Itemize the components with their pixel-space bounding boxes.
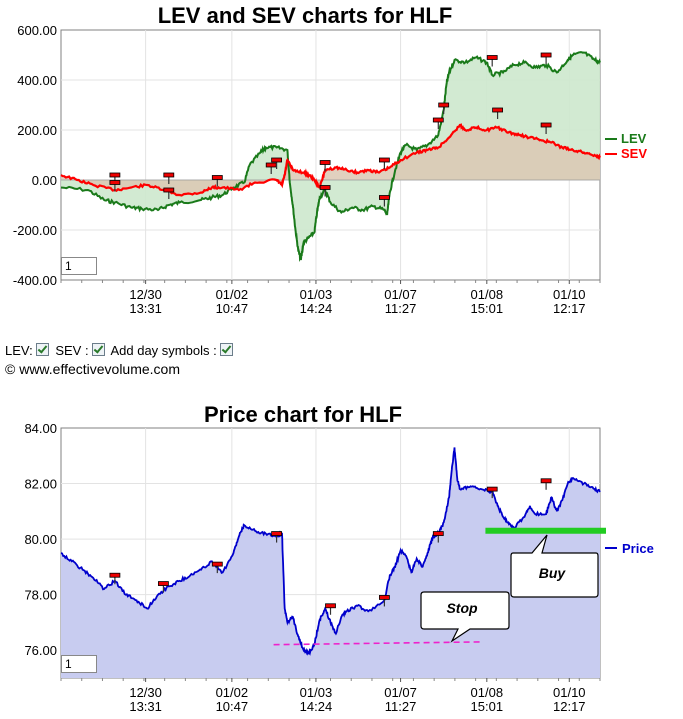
x-tick-time: 14:24 xyxy=(300,699,333,714)
y-tick-label: 82.00 xyxy=(24,477,57,492)
day-marker xyxy=(158,581,169,586)
day-symbols-checkbox[interactable] xyxy=(219,343,233,356)
lev-sev-day-markers xyxy=(109,52,552,207)
x-tick-time: 14:24 xyxy=(300,301,333,316)
price-y-ticks: 84.00 82.00 80.00 78.00 76.00 xyxy=(24,421,57,658)
day-marker xyxy=(211,561,223,567)
x-tick-time: 10:47 xyxy=(216,301,249,316)
x-tick-time: 12:17 xyxy=(553,301,586,316)
x-tick-date: 01/03 xyxy=(300,685,333,700)
day-marker xyxy=(486,55,498,60)
x-tick-date: 01/10 xyxy=(553,287,586,302)
x-tick-date: 01/08 xyxy=(471,685,504,700)
y-tick-label: -200.00 xyxy=(13,223,57,238)
stop-level-line xyxy=(273,641,482,646)
x-tick-time: 13:31 xyxy=(129,699,162,714)
y-tick-label: 0.00 xyxy=(32,173,57,188)
y-tick-label: 400.00 xyxy=(17,73,57,88)
day-marker xyxy=(486,486,498,492)
x-tick-date: 01/08 xyxy=(471,287,504,302)
day-marker xyxy=(378,595,390,600)
x-tick-date: 01/03 xyxy=(300,287,333,302)
x-tick-time: 11:27 xyxy=(385,301,417,316)
day-marker xyxy=(109,572,121,578)
day-marker xyxy=(540,52,552,58)
day-marker xyxy=(325,603,336,609)
day-marker xyxy=(109,180,121,185)
legend-label-price: Price xyxy=(622,541,654,556)
x-tick-date: 01/02 xyxy=(216,685,249,700)
lev-sev-y-ticks: 600.00 400.00 200.00 0.00 -200.00 -400.00 xyxy=(13,23,57,288)
stop-callout-text: Stop xyxy=(446,600,478,616)
day-marker xyxy=(319,185,331,190)
price-day-markers xyxy=(109,478,552,615)
day-marker xyxy=(163,172,175,178)
x-tick-time: 11:27 xyxy=(385,699,417,714)
price-legend: Price xyxy=(605,541,654,556)
x-tick-time: 13:31 xyxy=(129,301,162,316)
stop-callout xyxy=(420,591,510,643)
lev-area-fill xyxy=(61,52,600,260)
day-marker xyxy=(540,478,552,484)
y-tick-label: 84.00 xyxy=(24,421,57,436)
x-tick-date: 01/07 xyxy=(384,685,417,700)
price-series-line xyxy=(60,447,601,657)
x-tick-date: 12/30 xyxy=(129,287,162,302)
lev-toggle-label: LEV: xyxy=(5,343,33,358)
y-tick-label: -400.00 xyxy=(13,273,57,288)
day-marker xyxy=(378,157,390,163)
x-tick-time: 15:01 xyxy=(471,301,504,316)
x-tick-time: 10:47 xyxy=(216,699,249,714)
day-marker xyxy=(432,117,444,123)
x-tick-date: 12/30 xyxy=(129,685,162,700)
day-marker xyxy=(271,157,283,163)
price-annotations: Buy Stop xyxy=(273,527,606,646)
lev-sev-lines xyxy=(60,51,602,262)
lev-series-line xyxy=(60,51,601,262)
sev-series-line xyxy=(60,123,602,197)
day-symbols-label: Add day symbols : xyxy=(110,343,217,358)
price-lines xyxy=(60,447,601,657)
day-marker xyxy=(432,531,444,536)
buy-callout xyxy=(510,534,599,598)
price-chart-title: Price chart for HLF xyxy=(204,402,402,427)
x-tick-date: 01/07 xyxy=(384,287,417,302)
y-tick-label: 600.00 xyxy=(17,23,57,38)
day-marker xyxy=(319,160,331,165)
legend-label-sev: SEV xyxy=(621,146,647,161)
sev-toggle-label: SEV : xyxy=(55,343,89,358)
x-tick-date: 01/10 xyxy=(553,685,586,700)
lev-sev-fills xyxy=(61,52,600,260)
x-tick-date: 01/02 xyxy=(216,287,249,302)
lev-checkbox[interactable] xyxy=(35,343,49,356)
day-marker xyxy=(492,107,503,113)
day-marker xyxy=(378,195,390,200)
y-tick-label: 78.00 xyxy=(24,588,57,603)
y-tick-label: 80.00 xyxy=(24,532,57,547)
day-marker xyxy=(438,102,450,108)
series-toggle-controls: LEV: SEV : Add day symbols : xyxy=(5,343,236,358)
price-period-input[interactable]: 1 xyxy=(61,655,97,673)
sev-area-fill xyxy=(61,124,600,196)
x-tick-time: 15:01 xyxy=(471,699,504,714)
lev-sev-chart-title: LEV and SEV charts for HLF xyxy=(158,3,453,28)
x-tick-time: 12:17 xyxy=(553,699,586,714)
buy-callout-text: Buy xyxy=(539,565,567,581)
day-marker xyxy=(109,172,121,178)
day-marker xyxy=(540,122,552,128)
y-tick-label: 76.00 xyxy=(24,643,57,658)
day-marker xyxy=(211,175,223,180)
day-marker xyxy=(265,162,277,168)
copyright-link[interactable]: © www.effectivevolume.com xyxy=(5,361,181,377)
lev-sev-period-input[interactable]: 1 xyxy=(61,257,97,275)
legend-label-lev: LEV xyxy=(621,131,647,146)
sev-checkbox[interactable] xyxy=(91,343,105,356)
y-tick-label: 200.00 xyxy=(17,123,57,138)
day-marker xyxy=(271,531,283,536)
day-marker xyxy=(163,187,175,193)
